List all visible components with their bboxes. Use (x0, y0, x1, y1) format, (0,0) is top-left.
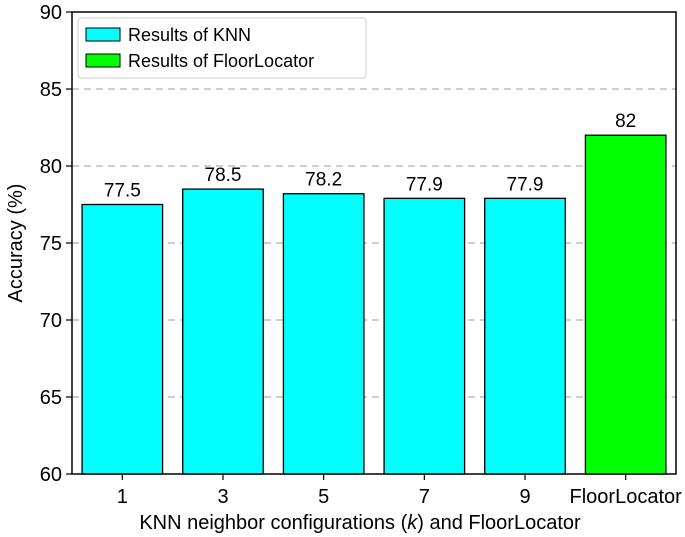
x-tick-label: 9 (519, 486, 530, 508)
y-axis-ticks: 60 65 70 75 80 85 90 (40, 2, 72, 486)
y-tick-label: 80 (40, 156, 62, 178)
grid-lines (72, 88, 676, 398)
bar-value-labels: 77.5 78.5 78.2 77.9 77.9 82 (104, 111, 636, 201)
x-axis-ticks: 1 3 5 7 9 FloorLocator (117, 474, 682, 508)
y-axis-title: Accuracy (%) (5, 184, 27, 303)
y-tick-label: 60 (40, 464, 62, 486)
x-axis-title-part-1: KNN neighbor configurations ( (139, 512, 407, 534)
y-tick-label: 90 (40, 2, 62, 24)
bar-3 (182, 188, 264, 475)
y-tick-label: 85 (40, 79, 62, 101)
bar-7 (383, 197, 466, 475)
bar-1 (81, 203, 164, 475)
x-tick-label: FloorLocator (570, 486, 683, 508)
y-tick-label: 70 (40, 310, 62, 332)
bar-9 (484, 197, 566, 475)
legend-label-knn: Results of KNN (128, 25, 251, 45)
bars (81, 134, 667, 475)
bar-value-label: 82 (615, 111, 636, 132)
bar-FloorLocator (584, 134, 667, 475)
y-tick-label: 65 (40, 387, 62, 409)
bar-value-label: 77.5 (104, 181, 141, 202)
legend-label-floorlocator: Results of FloorLocator (128, 51, 314, 71)
legend-swatch-knn (85, 27, 121, 42)
x-axis-title-variable: k (407, 512, 418, 534)
bar-5 (282, 193, 365, 475)
x-axis-title-part-2: ) and FloorLocator (417, 512, 581, 534)
x-tick-label: 5 (318, 486, 329, 508)
bar-value-label: 78.5 (205, 165, 242, 186)
x-tick-label: 3 (217, 486, 228, 508)
y-tick-label: 75 (40, 233, 62, 255)
legend-box (77, 17, 367, 79)
x-tick-label: 7 (419, 486, 430, 508)
x-tick-label: 1 (117, 486, 128, 508)
bar-value-label: 78.2 (305, 170, 342, 191)
bar-value-label: 77.9 (406, 174, 443, 195)
legend: Results of KNN Results of FloorLocator (77, 17, 367, 79)
legend-swatch-floorlocator (85, 53, 121, 68)
bar-value-label: 77.9 (507, 174, 544, 195)
x-axis-title: KNN neighbor configurations (k) and Floo… (139, 512, 581, 534)
